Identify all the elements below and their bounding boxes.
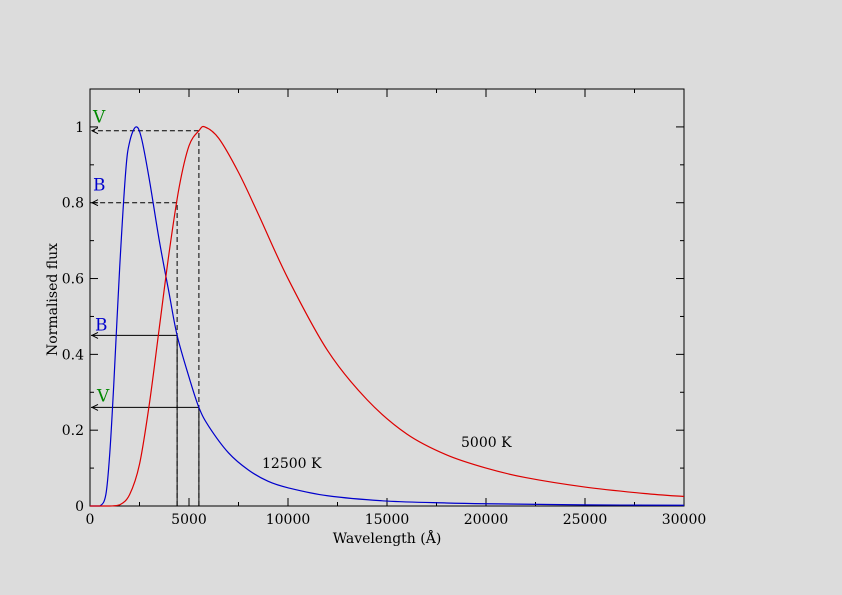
curve-label-5000k: 5000 K <box>461 435 512 451</box>
x-tick-label: 20000 <box>464 512 509 528</box>
x-tick-label: 25000 <box>563 512 608 528</box>
x-tick-label: 10000 <box>266 512 311 528</box>
annotation-labels: V B B V 12500 K 5000 K <box>92 108 512 472</box>
y-tick-label: 0.4 <box>62 347 84 363</box>
b-band-label-top: B <box>93 176 106 196</box>
v-band-label-top: V <box>92 108 106 128</box>
y-tick-label: 0.8 <box>62 196 84 212</box>
plot-frame <box>89 88 685 507</box>
tick-labels: 0 5000 10000 15000 20000 25000 30000 0 0.2 0.4 0.6… <box>62 120 707 528</box>
series-line-12500k <box>90 126 685 507</box>
series-line-5000k <box>90 125 685 507</box>
band-guide-lines <box>90 127 200 506</box>
arrowhead <box>90 331 99 339</box>
y-tick-label: 0.6 <box>62 272 84 288</box>
arrowhead <box>90 403 99 411</box>
x-tick-label: 0 <box>86 512 95 528</box>
x-axis-title: Wavelength (Å) <box>333 529 442 547</box>
y-tick-label: 0 <box>75 499 84 515</box>
x-tick-label: 15000 <box>365 512 410 528</box>
arrowhead <box>90 127 99 135</box>
series-curves <box>90 125 685 507</box>
y-tick-label: 1 <box>75 120 84 136</box>
arrowhead <box>90 199 99 207</box>
y-axis-title: Normalised flux <box>45 243 61 356</box>
curve-label-12500k: 12500 K <box>262 456 322 472</box>
x-tick-label: 5000 <box>171 512 207 528</box>
x-tick-label: 30000 <box>662 512 707 528</box>
tick-marks <box>89 88 685 507</box>
v-band-label-mid: V <box>96 386 110 406</box>
b-band-label-mid: B <box>95 315 108 335</box>
y-tick-label: 0.2 <box>62 423 84 439</box>
